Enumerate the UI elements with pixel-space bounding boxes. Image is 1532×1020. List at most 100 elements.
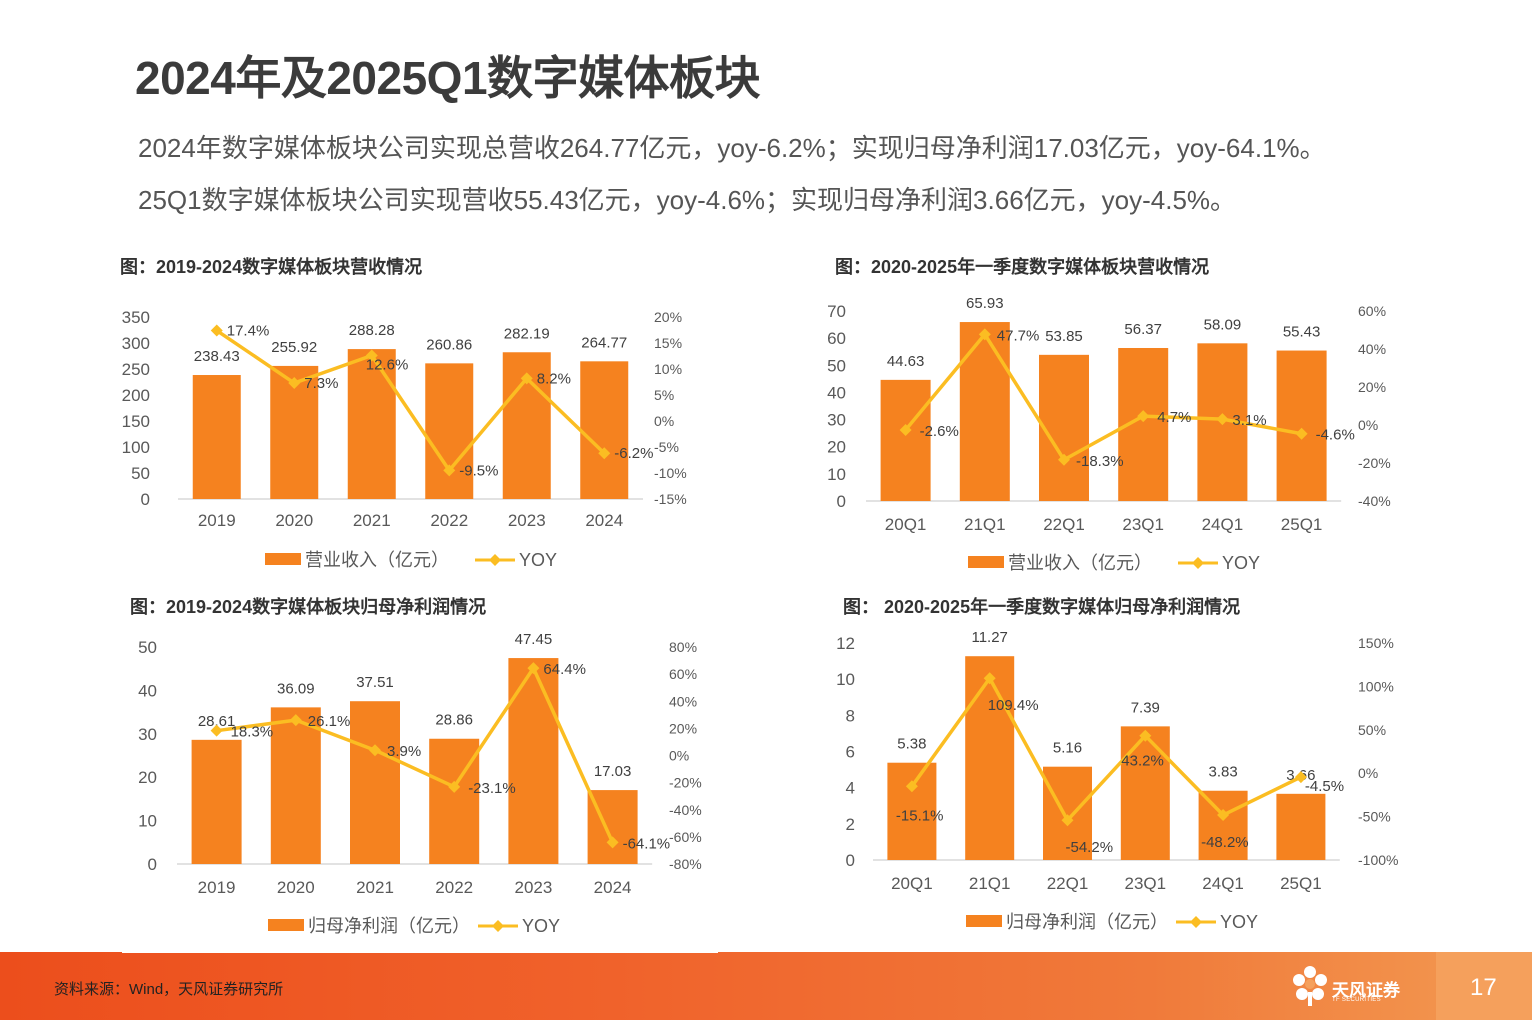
bar: [580, 361, 629, 499]
page-number-box: [1436, 952, 1532, 1020]
y2-tick-label: 80%: [669, 639, 697, 655]
bar-value-label: 3.83: [1208, 764, 1237, 781]
yoy-value-label: -18.3%: [1076, 453, 1124, 470]
yoy-point: [448, 780, 461, 793]
y2-tick-label: 60%: [669, 666, 697, 682]
legend-bar-label: 营业收入（亿元）: [1008, 553, 1152, 573]
legend-line-label: YOY: [522, 916, 560, 936]
bar: [191, 739, 242, 864]
yoy-point: [978, 328, 991, 341]
x-tick-label: 2023: [508, 511, 546, 530]
logo-text: 天风证券: [1332, 981, 1400, 1000]
legend-line-marker: [489, 554, 501, 566]
x-tick-label: 2021: [353, 511, 391, 530]
yoy-point: [369, 744, 381, 757]
y-tick-label: 50: [827, 356, 846, 375]
y-tick-label: 250: [122, 360, 150, 379]
bar-value-label: 53.85: [1045, 328, 1083, 345]
y2-tick-label: 10%: [654, 361, 682, 377]
yoy-value-label: -54.2%: [1066, 839, 1114, 856]
bar-value-label: 5.16: [1053, 740, 1082, 757]
yoy-value-label: -9.5%: [459, 462, 498, 479]
yoy-point: [1139, 729, 1152, 742]
yoy-point: [527, 662, 540, 675]
bar-value-label: 255.92: [271, 339, 317, 356]
yoy-point: [210, 724, 223, 737]
yoy-point: [1295, 427, 1308, 440]
y-tick-label: 0: [837, 492, 846, 511]
yoy-point: [1294, 771, 1307, 784]
yoy-value-label: -15.1%: [896, 807, 944, 824]
yoy-point: [1061, 814, 1074, 827]
yoy-value-label: 109.4%: [988, 697, 1039, 714]
y2-tick-label: -20%: [1358, 455, 1391, 471]
bar: [1198, 790, 1248, 860]
y-tick-label: 300: [122, 334, 150, 353]
bar: [887, 762, 937, 860]
y-tick-label: 12: [836, 634, 855, 653]
yoy-point: [365, 349, 378, 362]
x-tick-label: 23Q1: [1122, 515, 1164, 534]
bar-value-label: 37.51: [356, 674, 394, 691]
legend-line-label: YOY: [1220, 912, 1258, 932]
y2-tick-label: -80%: [669, 856, 702, 872]
x-tick-label: 2020: [275, 511, 313, 530]
bar-value-label: 44.63: [887, 353, 925, 370]
yoy-value-label: -48.2%: [1201, 834, 1249, 851]
x-tick-label: 25Q1: [1281, 515, 1323, 534]
bar: [1043, 766, 1092, 860]
bar-value-label: 288.28: [349, 322, 395, 339]
x-tick-label: 23Q1: [1125, 874, 1167, 893]
yoy-value-label: -23.1%: [468, 780, 516, 797]
x-tick-label: 2024: [585, 511, 623, 530]
y-tick-label: 200: [122, 386, 150, 405]
y-tick-label: 150: [122, 412, 150, 431]
y-tick-label: 0: [141, 490, 150, 509]
yoy-value-label: 12.6%: [366, 356, 409, 373]
bar-value-label: 17.03: [594, 763, 632, 780]
bar-value-label: 47.45: [515, 631, 553, 648]
yoy-value-label: 17.4%: [227, 323, 270, 340]
x-tick-label: 2021: [356, 878, 394, 897]
yoy-point: [983, 672, 996, 685]
chart-title-profit-annual: 图：2019-2024数字媒体板块归母净利润情况: [130, 597, 487, 617]
yoy-value-label: 47.7%: [997, 327, 1040, 344]
footer-bar: [0, 952, 1532, 1020]
yoy-value-label: 3.1%: [1232, 412, 1266, 429]
y2-tick-label: 5%: [654, 387, 674, 403]
legend-line-label: YOY: [1222, 553, 1260, 573]
x-tick-label: 2022: [435, 878, 473, 897]
x-tick-label: 2023: [514, 878, 552, 897]
y2-tick-label: 0%: [1358, 765, 1378, 781]
bar: [192, 375, 241, 499]
bar-value-label: 282.19: [504, 325, 550, 342]
x-tick-label: 2024: [594, 878, 632, 897]
chart-title-revenue-annual: 图：2019-2024数字媒体板块营收情况: [120, 257, 423, 277]
y2-tick-label: -100%: [1358, 852, 1398, 868]
yoy-value-label: 4.7%: [1157, 409, 1191, 426]
yoy-point: [288, 377, 301, 390]
y2-tick-label: 150%: [1358, 635, 1394, 651]
page-number: 17: [1470, 974, 1497, 1001]
y2-tick-label: 40%: [669, 693, 697, 709]
yoy-value-label: -2.6%: [920, 423, 959, 440]
y-tick-label: 0: [148, 855, 157, 874]
source-note: 资料来源：Wind，天风证券研究所: [54, 981, 284, 998]
yoy-value-label: 64.4%: [543, 661, 586, 678]
chart-title-profit-quarterly: 图： 2020-2025年一季度数字媒体归母净利润情况: [843, 597, 1241, 617]
yoy-line: [904, 332, 1302, 462]
yoy-value-label: -6.2%: [614, 445, 653, 462]
y2-tick-label: 60%: [1358, 303, 1386, 319]
bar: [1120, 726, 1170, 860]
footer-divider: [122, 951, 718, 953]
y2-tick-label: 15%: [654, 335, 682, 351]
x-tick-label: 2019: [198, 511, 236, 530]
bar-value-label: 7.39: [1131, 699, 1160, 716]
bar: [959, 322, 1010, 501]
x-tick-label: 21Q1: [969, 874, 1011, 893]
y2-tick-label: -40%: [1358, 493, 1391, 509]
summary-line-2: 25Q1数字媒体板块公司实现营收55.43亿元，yoy-4.6%；实现归母净利润…: [138, 185, 1237, 215]
x-tick-label: 25Q1: [1280, 874, 1322, 893]
x-tick-label: 20Q1: [885, 515, 927, 534]
